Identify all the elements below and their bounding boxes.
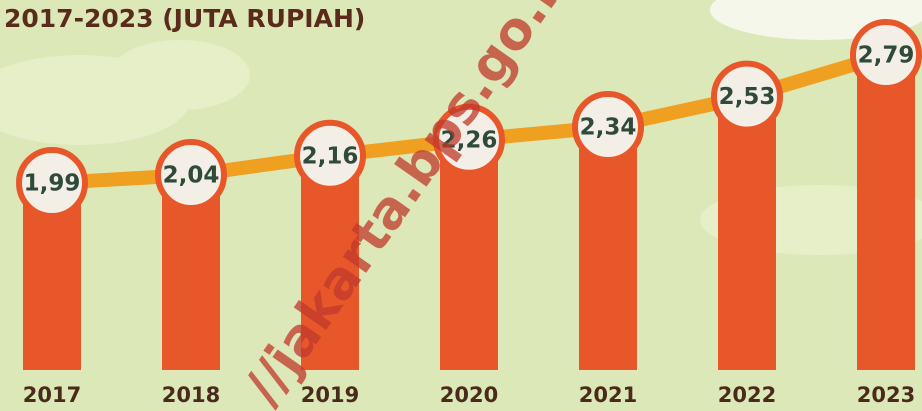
value-label: 2,53: [719, 84, 776, 110]
x-tick-label: 2020: [440, 383, 498, 407]
title: 2017-2023 (JUTA RUPIAH): [4, 4, 365, 33]
x-tick-label: 2021: [579, 383, 637, 407]
value-label: 2,79: [858, 43, 915, 69]
x-tick-label: 2022: [718, 383, 776, 407]
value-label: 2,16: [302, 143, 359, 169]
x-tick-label: 2023: [857, 383, 915, 407]
bar: [579, 127, 637, 370]
bar: [718, 97, 776, 370]
value-label: 1,99: [24, 171, 81, 197]
x-tick-label: 2017: [23, 383, 81, 407]
value-label: 2,34: [580, 115, 637, 141]
infographic: 2017-2023 (JUTA RUPIAH) 1,99 2017 2,04 2018…: [0, 0, 922, 411]
x-tick-label: 2019: [301, 383, 359, 407]
bar: [857, 55, 915, 370]
value-label: 2,04: [163, 163, 220, 189]
x-tick-label: 2018: [162, 383, 220, 407]
